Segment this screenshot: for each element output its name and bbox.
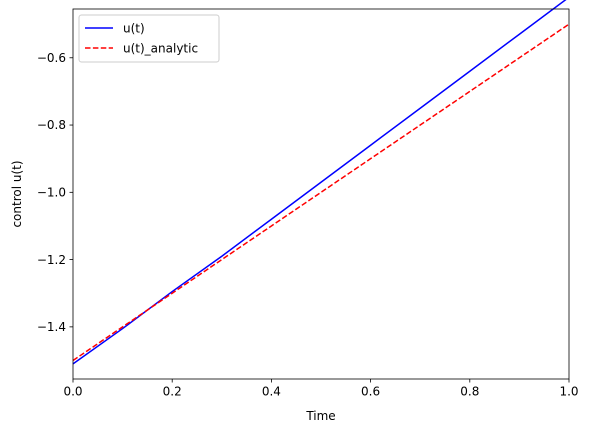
y-tick-label: −1.2 [37, 253, 66, 267]
x-tick-label: 0.8 [460, 385, 479, 399]
y-axis-label: control u(t) [10, 160, 24, 227]
y-tick-label: −1.4 [37, 320, 66, 334]
legend-label: u(t) [123, 21, 145, 35]
x-tick-label: 1.0 [559, 385, 578, 399]
x-tick-label: 0.6 [361, 385, 380, 399]
x-tick-label: 0.0 [63, 385, 82, 399]
y-axis: −1.4 −1.2 −1.0 −0.8 −0.6 [37, 51, 73, 334]
x-tick-label: 0.4 [262, 385, 281, 399]
legend-label: u(t)_analytic [123, 41, 198, 55]
legend: u(t) u(t)_analytic [78, 14, 220, 63]
x-axis-label: Time [305, 409, 335, 423]
y-tick-label: −1.0 [37, 186, 66, 200]
y-tick-label: −0.6 [37, 51, 66, 65]
plot-frame [72, 8, 570, 380]
y-tick-label: −0.8 [37, 118, 66, 132]
series-layer [72, 0, 570, 365]
series-line-analytic [72, 23, 570, 362]
x-tick-label: 0.2 [163, 385, 182, 399]
legend-box [78, 14, 220, 63]
x-axis: 0.0 0.2 0.4 0.6 0.8 1.0 [63, 379, 579, 399]
